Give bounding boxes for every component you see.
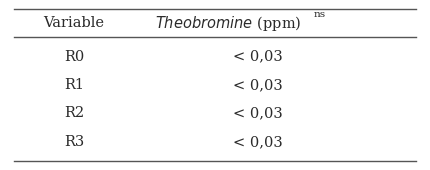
Text: < 0,03: < 0,03	[233, 135, 283, 149]
Text: < 0,03: < 0,03	[233, 106, 283, 120]
Text: Variable: Variable	[43, 16, 104, 30]
Text: R3: R3	[64, 135, 84, 149]
Text: R1: R1	[64, 78, 84, 92]
Text: < 0,03: < 0,03	[233, 50, 283, 64]
Text: $\mathit{Theobromine}$ (ppm): $\mathit{Theobromine}$ (ppm)	[154, 14, 301, 33]
Text: R0: R0	[64, 50, 84, 64]
Text: < 0,03: < 0,03	[233, 78, 283, 92]
Text: ns: ns	[313, 10, 326, 19]
Text: R2: R2	[64, 106, 84, 120]
